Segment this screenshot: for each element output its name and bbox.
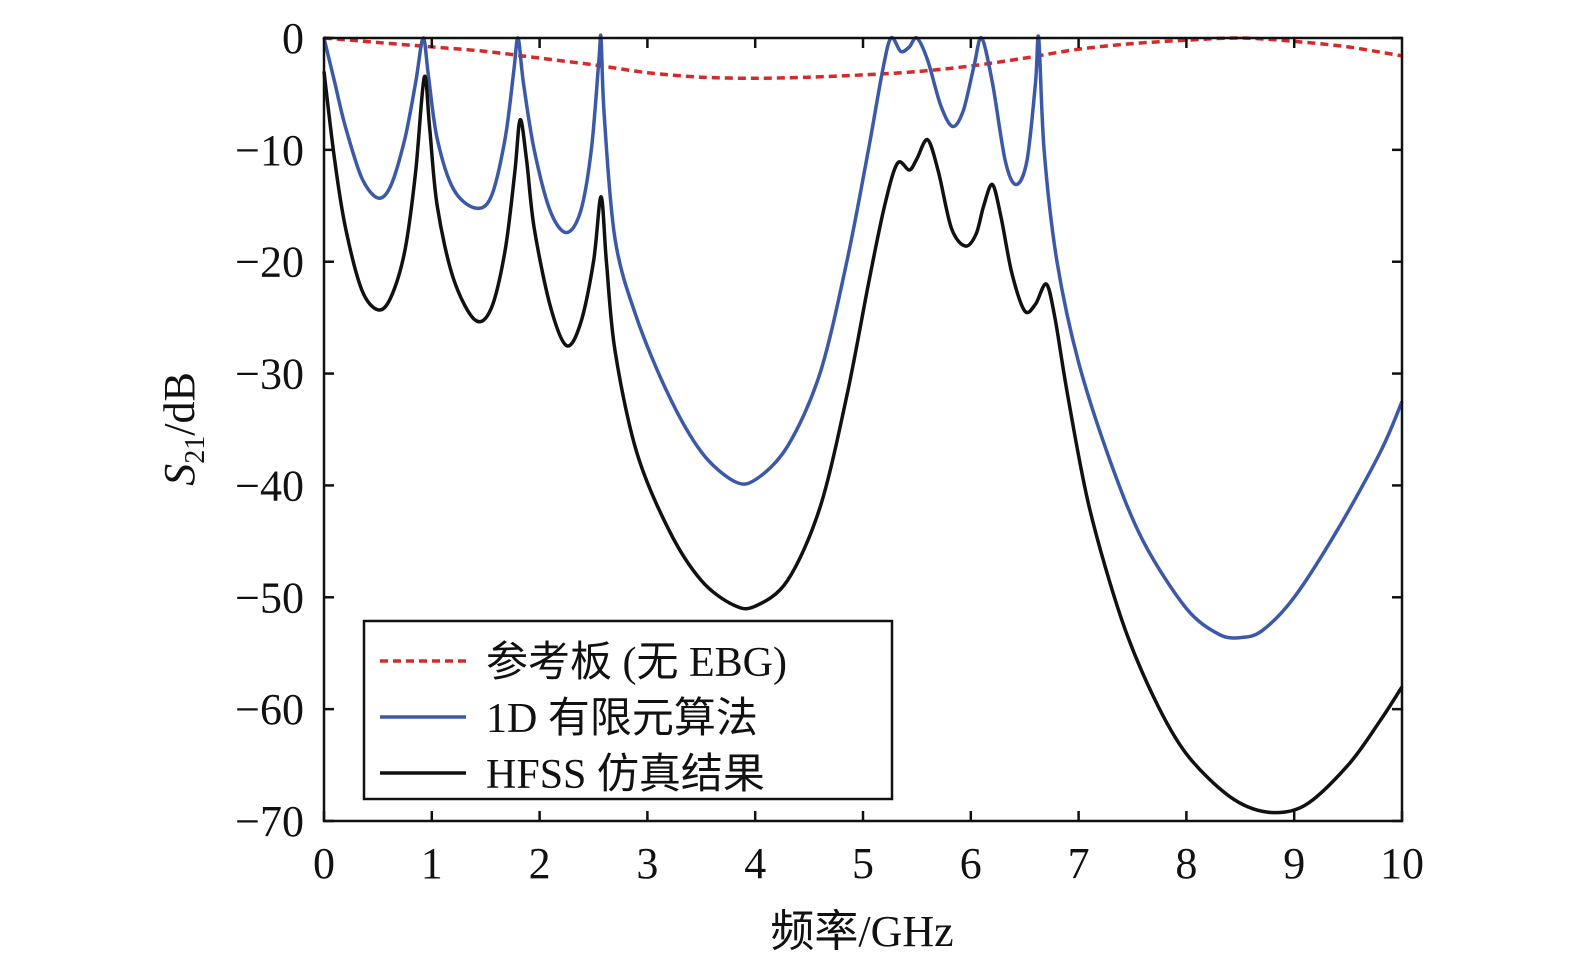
x-tick-label: 4	[744, 839, 766, 888]
y-tick-label: −10	[235, 126, 304, 175]
legend-label-hfss: HFSS 仿真结果	[486, 752, 765, 798]
y-axis-title-unit: /dB	[155, 372, 204, 436]
y-tick-label: −50	[235, 573, 304, 622]
x-tick-label: 2	[529, 839, 551, 888]
y-axis-title-subscript: 21	[180, 436, 211, 464]
x-axis-title: 频率/GHz	[770, 907, 953, 956]
tick-labels-layer: 0 1 2 3 4 5 6 7 8 9 10 0 −10 −20 −30 −40 −50 −60 −70	[235, 14, 1424, 888]
y-tick-label: 0	[282, 14, 304, 63]
legend-label-reference: 参考板 (无 EBG)	[486, 639, 787, 686]
x-tick-label: 10	[1380, 839, 1424, 888]
y-tick-label: −70	[235, 797, 304, 846]
legend-label-fem: 1D 有限元算法	[486, 696, 758, 742]
x-tick-label: 6	[960, 839, 982, 888]
x-tick-label: 5	[852, 839, 874, 888]
y-axis-title-main: S	[155, 464, 204, 486]
y-tick-label: −20	[235, 238, 304, 287]
legend-box	[362, 619, 894, 801]
series-line-2	[322, 71, 1404, 815]
x-tick-label: 0	[313, 839, 335, 888]
y-tick-label: −60	[235, 685, 304, 734]
x-tick-label: 3	[636, 839, 658, 888]
y-tick-label: −30	[235, 350, 304, 399]
x-tick-label: 1	[421, 839, 443, 888]
x-tick-label: 9	[1283, 839, 1305, 888]
y-tick-label: −40	[235, 461, 304, 510]
x-tick-label: 8	[1175, 839, 1197, 888]
ticks-layer	[322, 36, 1404, 823]
y-axis-title: S21/dB	[155, 372, 211, 486]
series-line-1	[322, 33, 1404, 640]
legend: 参考板 (无 EBG) 1D 有限元算法 HFSS 仿真结果	[362, 619, 894, 801]
x-tick-label: 7	[1068, 839, 1090, 888]
